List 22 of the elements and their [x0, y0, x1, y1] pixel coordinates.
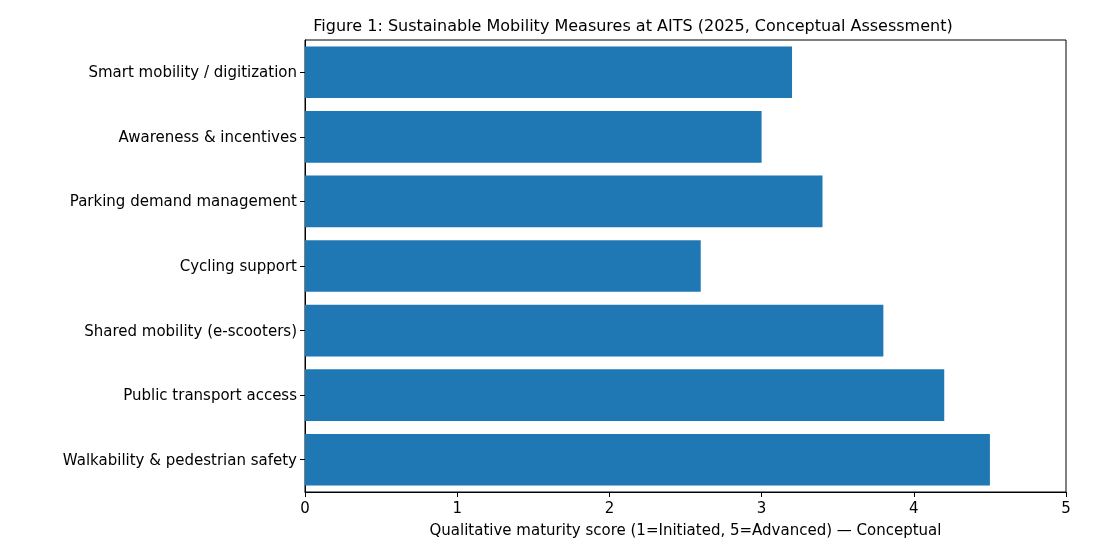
bar — [305, 433, 990, 486]
bar — [305, 240, 701, 292]
x-tick-label: 3 — [756, 498, 767, 517]
x-tick-label: 5 — [1061, 498, 1071, 517]
bar — [305, 111, 762, 163]
y-tick-label: Public transport access — [123, 386, 298, 405]
x-tick-label: 4 — [909, 498, 919, 517]
y-tick-label: Parking demand management — [69, 192, 298, 211]
chart-title: Figure 1: Sustainable Mobility Measures at AITS (2025, Conceptual Assessment) — [313, 15, 953, 35]
y-tick-label: Shared mobility (e-scooters) — [84, 321, 297, 340]
x-axis-title: Qualitative maturity score (1=Initiated, 5=Advanced) — Conceptual — [429, 520, 942, 539]
y-tick-label: Awareness & incentives — [118, 127, 298, 146]
x-tick-label: 1 — [452, 498, 462, 517]
bar — [305, 175, 823, 228]
x-tick-label: 2 — [604, 498, 615, 517]
bar — [305, 46, 793, 99]
bar — [305, 304, 884, 357]
x-tick-label: 0 — [300, 498, 310, 517]
y-tick-label: Cycling support — [179, 257, 298, 275]
y-tick-label: Smart mobility / digitization — [88, 63, 297, 82]
y-tick-label: Walkability & pedestrian safety — [62, 450, 298, 469]
bar — [305, 369, 945, 421]
